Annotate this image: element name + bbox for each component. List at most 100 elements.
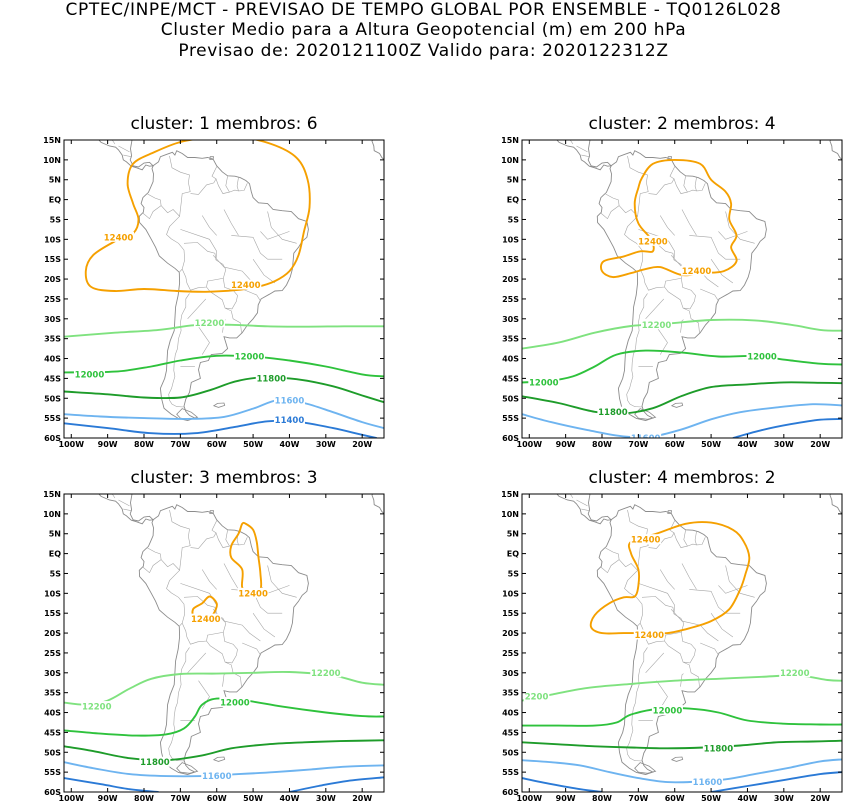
political-border xyxy=(187,298,207,320)
contour-line-c11400 xyxy=(710,771,842,792)
political-border xyxy=(627,155,649,217)
contour-label-bg xyxy=(597,406,629,417)
coastline-africa xyxy=(829,140,842,167)
political-border xyxy=(682,307,700,333)
political-border xyxy=(123,154,132,157)
contour-line-c11400 xyxy=(64,419,377,438)
lon-tick-label: 20W xyxy=(810,794,830,803)
lon-tick-label: 50W xyxy=(701,440,721,449)
lat-tick-label: 15S xyxy=(502,609,519,618)
contour-label: 12000 xyxy=(235,353,265,363)
lon-tick-label: 60W xyxy=(665,794,685,803)
map-panel-cluster-2: 12400 12400 12200 12000 12000 11800 11600 15N 10… xyxy=(501,136,843,449)
lon-tick-label: 20W xyxy=(810,440,830,449)
political-border xyxy=(638,229,676,261)
contour-label-bg xyxy=(273,414,305,425)
lat-tick-label: 30S xyxy=(502,669,519,678)
lat-tick-label: 30S xyxy=(44,315,61,324)
lon-tick-label: 90W xyxy=(98,794,118,803)
contour-label: 11600 xyxy=(693,778,723,788)
lon-tick-label: 100W xyxy=(59,440,85,449)
lat-tick-label: 50S xyxy=(502,394,519,403)
contour-label: 12000 xyxy=(529,378,559,388)
lat-tick-label: 10N xyxy=(501,510,519,519)
political-border xyxy=(142,193,162,220)
contour-line-c12400 xyxy=(600,158,738,279)
coastline-africa xyxy=(829,494,842,521)
coastline-island xyxy=(176,762,199,774)
lat-tick-label: 45S xyxy=(44,728,61,737)
political-border xyxy=(267,211,297,244)
political-border xyxy=(181,242,227,291)
coastline-island xyxy=(176,408,199,420)
lat-tick-label: 30S xyxy=(44,669,61,678)
contour-line-c12400 xyxy=(84,140,311,293)
contour-line-c11800 xyxy=(522,739,842,750)
political-border xyxy=(639,242,685,291)
lat-tick-label: EQ xyxy=(49,550,61,559)
political-border xyxy=(118,145,130,153)
political-border xyxy=(600,193,620,220)
panel-2-title: cluster: 2 membros: 4 xyxy=(588,114,776,134)
lon-tick-label: 40W xyxy=(279,440,299,449)
lon-tick-label: 30W xyxy=(316,794,336,803)
political-border xyxy=(187,652,207,674)
political-border xyxy=(626,293,648,408)
contour-label: 11800 xyxy=(598,408,628,418)
contour-label-bg xyxy=(523,691,550,702)
political-border xyxy=(694,531,697,545)
figure-title-line-3: Previsao de: 2020121100Z Valido para: 20… xyxy=(178,41,669,61)
contour-line-c12200 xyxy=(522,318,842,350)
map-frame xyxy=(63,493,385,793)
political-border xyxy=(638,583,676,615)
contour-label: 12400 xyxy=(638,237,668,247)
lon-tick-label: 50W xyxy=(243,794,263,803)
political-border xyxy=(569,494,574,499)
political-border xyxy=(689,235,741,260)
contour-line-c12200 xyxy=(522,674,842,702)
contour-label-bg xyxy=(255,372,287,383)
political-border xyxy=(223,209,239,236)
lat-tick-label: 40S xyxy=(44,709,61,718)
contour-line-c11800 xyxy=(64,376,384,404)
political-border xyxy=(710,613,734,638)
political-border xyxy=(169,155,191,217)
political-border xyxy=(267,565,297,598)
contour-label: 12000 xyxy=(653,707,683,717)
lon-tick-label: 80W xyxy=(592,440,612,449)
political-border xyxy=(224,661,242,687)
lon-tick-label: 80W xyxy=(592,794,612,803)
contour-label: 12000 xyxy=(75,370,105,380)
lat-tick-label: 35S xyxy=(44,689,61,698)
lon-tick-label: 40W xyxy=(737,440,757,449)
map-content: 12400 12400 12200 12200 12000 11800 11600 xyxy=(64,494,384,792)
lat-tick-label: 10N xyxy=(43,156,61,165)
contour-label-bg xyxy=(691,776,723,787)
coastline-central-america xyxy=(556,494,613,525)
contour-label-bg xyxy=(103,231,135,242)
lat-tick-label: 20S xyxy=(44,629,61,638)
political-border xyxy=(215,178,248,194)
contour-label-bg xyxy=(190,613,222,624)
coastline-island xyxy=(667,510,672,514)
contour-label: 12400 xyxy=(634,631,664,641)
political-border xyxy=(683,530,688,547)
contour-label-bg xyxy=(230,279,262,290)
lat-tick-label: 45S xyxy=(502,374,519,383)
lat-tick-label: 15N xyxy=(43,136,61,145)
contour-line-c11400 xyxy=(64,777,159,792)
lat-tick-label: 50S xyxy=(502,748,519,757)
map-panel-cluster-3: 12400 12400 12200 12200 12000 11800 11600 15N 10… xyxy=(43,490,385,803)
panel-4-title: cluster: 4 membros: 2 xyxy=(588,468,776,488)
lon-tick-label: 50W xyxy=(701,794,721,803)
lon-tick-label: 80W xyxy=(134,794,154,803)
political-border xyxy=(224,307,242,333)
map-panel-cluster-1: 12400 12400 12200 12000 12000 11800 11600 11400… xyxy=(43,136,385,449)
contour-label-bg xyxy=(630,534,662,545)
lon-tick-label: 70W xyxy=(170,794,190,803)
coastline-south-america xyxy=(138,150,309,421)
contour-label: 11800 xyxy=(704,744,734,754)
contour-label: 12400 xyxy=(104,233,134,243)
political-border xyxy=(718,585,748,594)
lat-tick-label: 10S xyxy=(44,589,61,598)
